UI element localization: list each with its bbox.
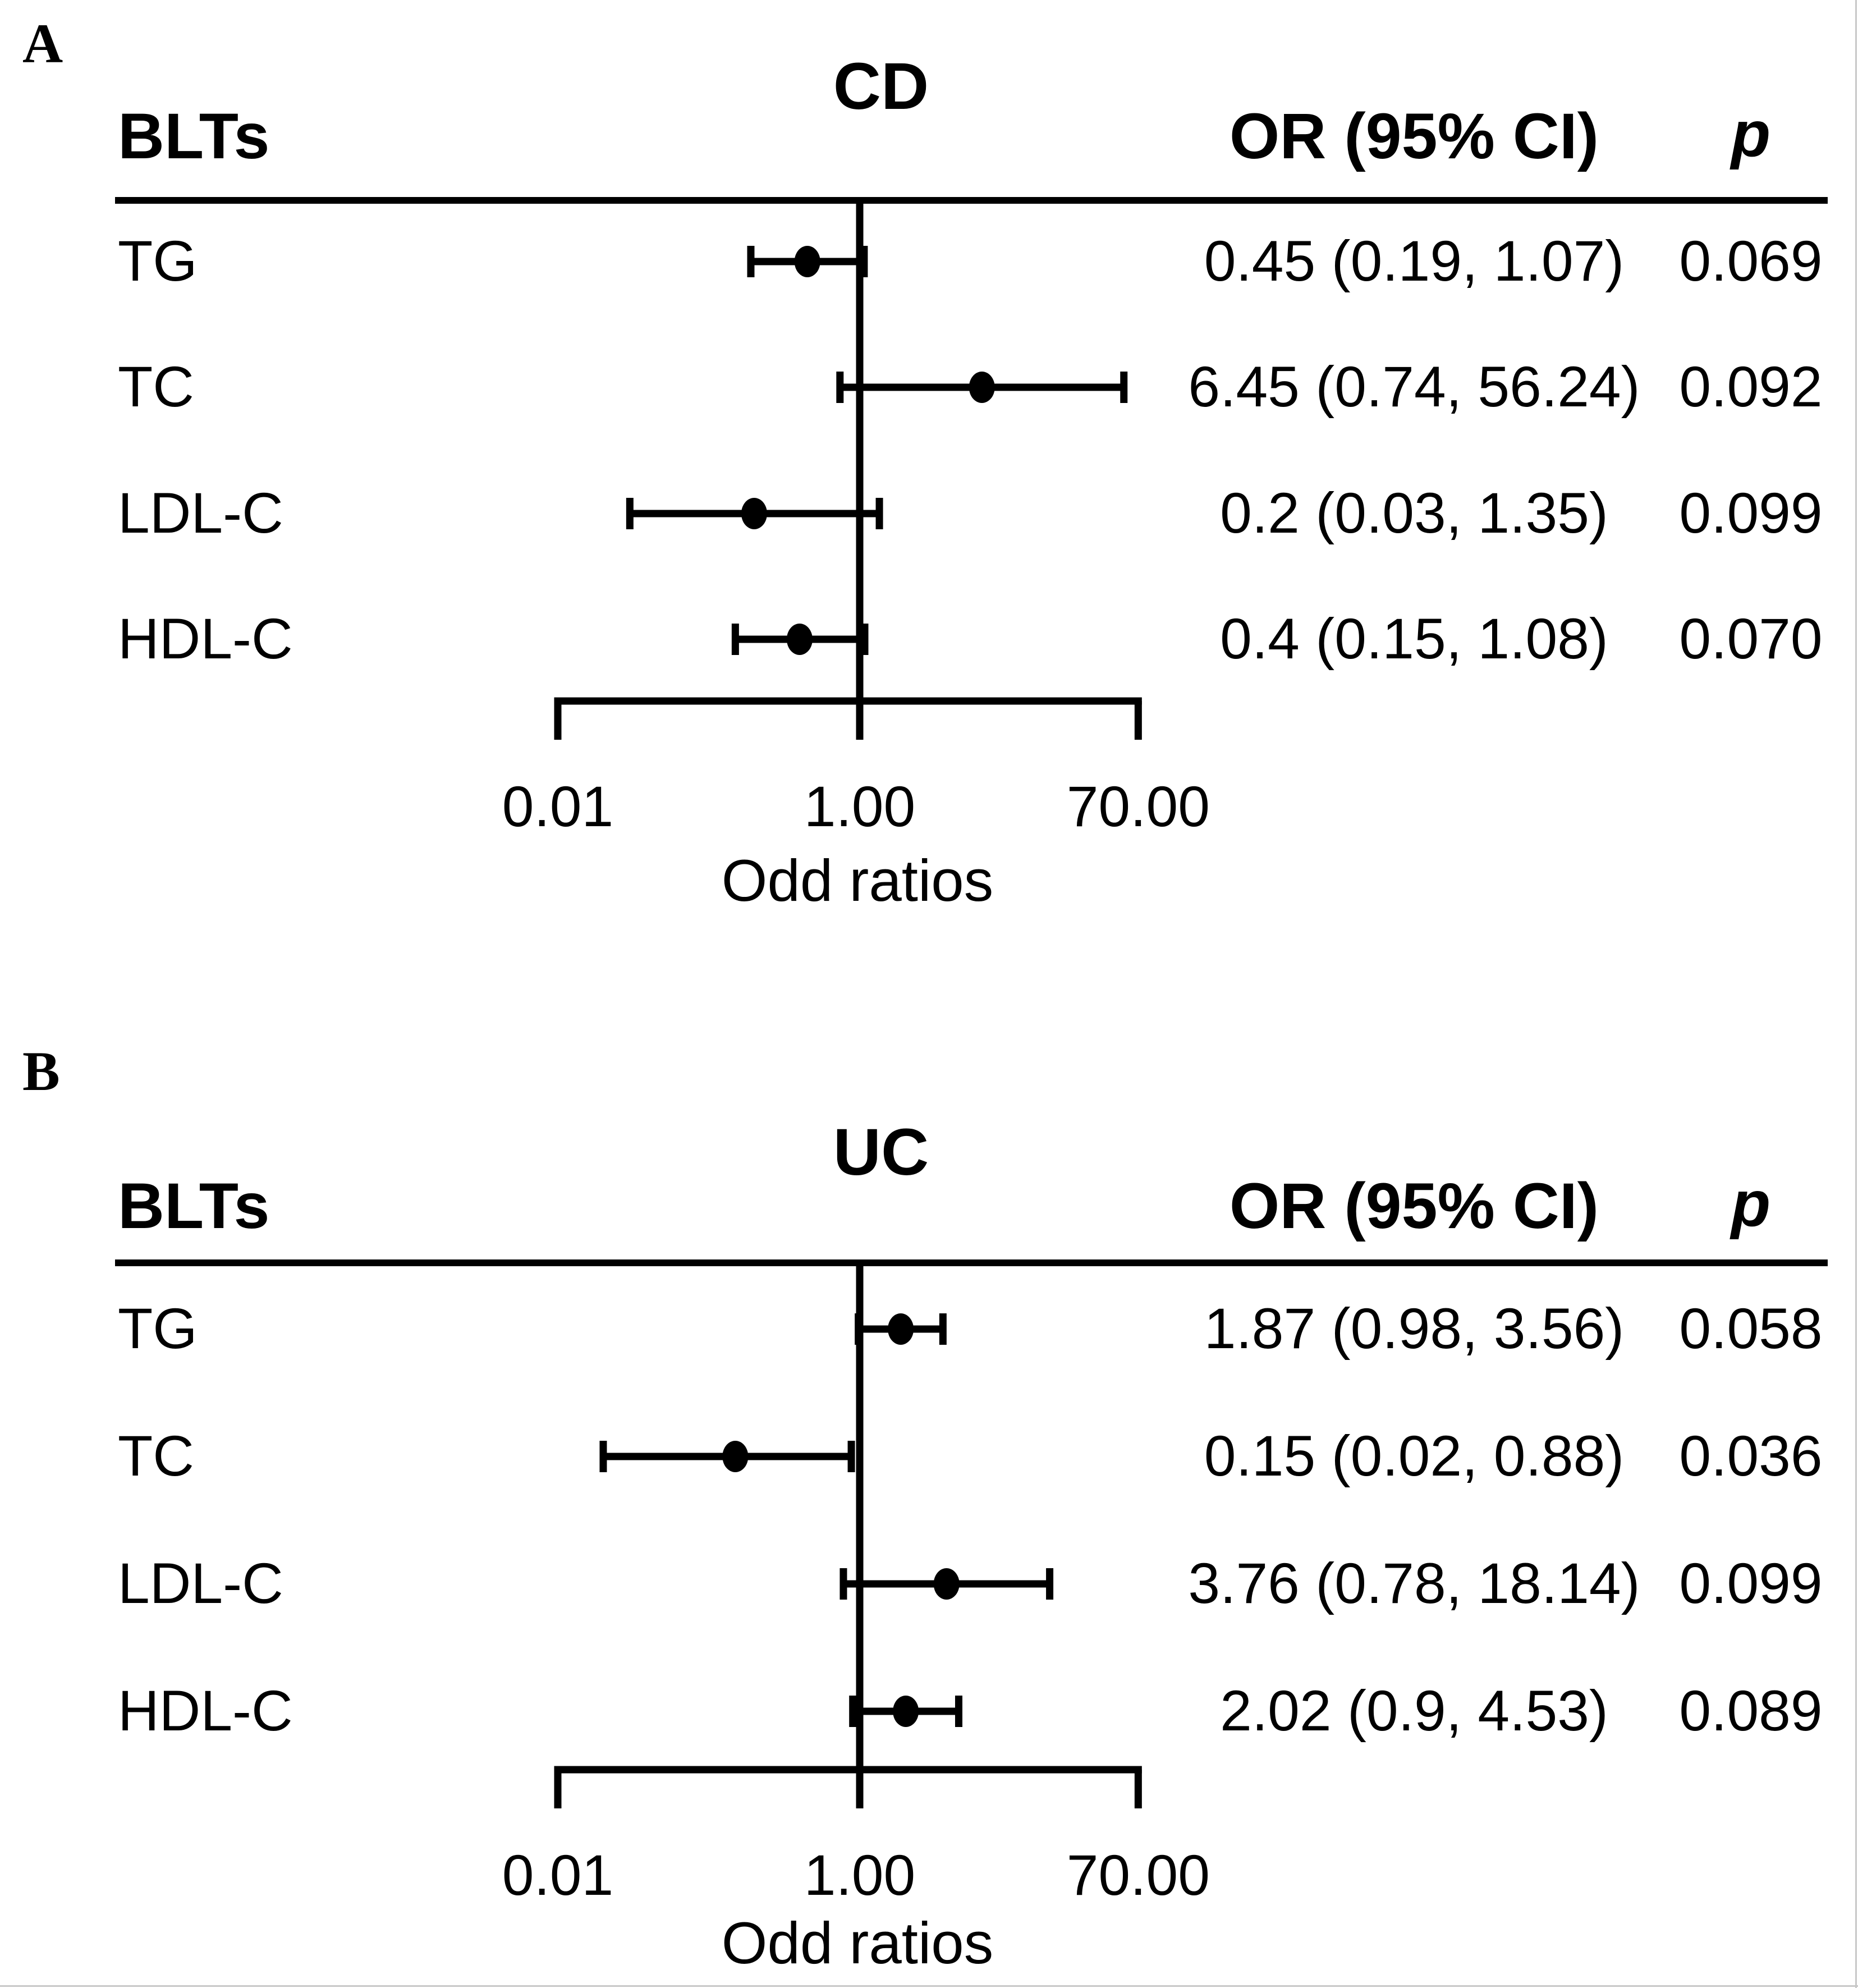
- ci-cap: [860, 246, 868, 277]
- panel-a-letter: A: [22, 12, 63, 75]
- panel-a-p-value: 0.070: [1679, 607, 1823, 671]
- panel-a-p-value: 0.069: [1679, 229, 1823, 293]
- ci-line: [839, 383, 1124, 391]
- ci-line: [750, 258, 864, 265]
- right-edge-border: [1855, 0, 1857, 1988]
- ci-cap: [955, 1696, 962, 1727]
- point-estimate: [933, 1568, 960, 1600]
- point-estimate: [888, 1313, 914, 1345]
- point-estimate: [741, 498, 767, 529]
- panel-b-header-exposure: BLTs: [118, 1170, 270, 1242]
- panel-a-p-value: 0.092: [1679, 355, 1823, 419]
- ci-cap: [849, 1696, 857, 1727]
- panel-a-x-tick-label: 70.00: [1066, 775, 1210, 839]
- x-axis-tick: [1134, 1770, 1142, 1808]
- panel-b-x-tick-label: 70.00: [1066, 1843, 1210, 1907]
- panel-b-or-ci-value: 1.87 (0.98, 3.56): [1204, 1297, 1625, 1361]
- x-axis-tick: [554, 701, 562, 740]
- panel-b-x-tick-label: 1.00: [804, 1843, 916, 1907]
- panel-a-x-tick-label: 1.00: [804, 775, 916, 839]
- x-axis-tick: [554, 1770, 562, 1808]
- panel-b-or-ci-value: 0.15 (0.02, 0.88): [1204, 1424, 1625, 1488]
- panel-b-header-or-ci: OR (95% CI): [1229, 1170, 1599, 1242]
- panel-a-or-ci-value: 0.4 (0.15, 1.08): [1220, 607, 1608, 671]
- panel-a-row-label-tg: TG: [118, 229, 198, 293]
- point-estimate: [969, 372, 995, 403]
- panel-b-title: UC: [833, 1115, 929, 1189]
- panel-b-or-ci-value: 3.76 (0.78, 18.14): [1188, 1551, 1640, 1615]
- ci-line: [630, 510, 880, 517]
- panel-a-x-tick-label: 0.01: [502, 775, 614, 839]
- ci-cap: [836, 372, 844, 403]
- panel-b-p-value: 0.036: [1679, 1424, 1823, 1488]
- panel-b-row-label-ldl-c: LDL-C: [118, 1551, 283, 1615]
- panel-a-row-label-ldl-c: LDL-C: [118, 481, 283, 545]
- panel-b-or-ci-value: 2.02 (0.9, 4.53): [1220, 1679, 1608, 1743]
- point-estimate: [794, 246, 820, 277]
- panel-a-row-label-hdl-c: HDL-C: [118, 607, 293, 671]
- panel-b-row-label-hdl-c: HDL-C: [118, 1679, 293, 1743]
- forest-panel-b-geometry: [554, 1263, 1142, 1808]
- ci-cap: [731, 624, 739, 655]
- panel-b-header-p: p: [1731, 1168, 1771, 1240]
- reference-line: [856, 1263, 864, 1808]
- panel-b-letter: B: [22, 1040, 60, 1102]
- panel-a-p-value: 0.099: [1679, 481, 1823, 545]
- ci-cap: [855, 1313, 863, 1345]
- point-estimate: [786, 624, 813, 655]
- panel-a-header-exposure: BLTs: [118, 100, 270, 172]
- ci-line: [603, 1453, 852, 1460]
- panel-b-p-value: 0.089: [1679, 1679, 1823, 1743]
- ci-cap: [626, 498, 634, 529]
- bottom-edge-border: [0, 1985, 1858, 1987]
- panel-a-or-ci-value: 0.2 (0.03, 1.35): [1220, 481, 1608, 545]
- ci-cap: [747, 246, 755, 277]
- ci-line: [858, 1325, 943, 1333]
- panel-b-header-rule: [115, 1259, 1828, 1266]
- ci-cap: [839, 1568, 847, 1600]
- panel-a-or-ci-value: 0.45 (0.19, 1.07): [1204, 229, 1625, 293]
- ci-cap: [939, 1313, 947, 1345]
- panel-b-x-tick-label: 0.01: [502, 1843, 614, 1907]
- x-axis-tick: [856, 701, 864, 740]
- panel-a-header-p: p: [1731, 98, 1771, 170]
- forest-panel-a-geometry: [554, 200, 1142, 740]
- panel-a-or-ci-value: 6.45 (0.74, 56.24): [1188, 355, 1640, 419]
- panel-a-header-or-ci: OR (95% CI): [1229, 100, 1599, 172]
- panel-b-p-value: 0.058: [1679, 1297, 1823, 1361]
- panel-b-x-axis-label: Odd ratios: [721, 1911, 994, 1976]
- ci-cap: [599, 1441, 607, 1472]
- x-axis-tick: [856, 1770, 864, 1808]
- ci-cap: [861, 624, 869, 655]
- x-axis-line: [554, 697, 1142, 705]
- panel-b-p-value: 0.099: [1679, 1551, 1823, 1615]
- ci-line: [852, 1707, 959, 1715]
- panel-a-header-rule: [115, 197, 1828, 204]
- reference-line: [856, 200, 864, 740]
- ci-cap: [1046, 1568, 1054, 1600]
- panel-a-title: CD: [833, 49, 929, 123]
- ci-line: [843, 1580, 1050, 1588]
- ci-cap: [875, 498, 883, 529]
- ci-cap: [847, 1441, 855, 1472]
- ci-cap: [1120, 372, 1128, 403]
- panel-a-x-axis-label: Odd ratios: [721, 848, 994, 914]
- point-estimate: [722, 1441, 749, 1472]
- ci-line: [735, 635, 865, 643]
- panel-b-row-label-tg: TG: [118, 1297, 198, 1361]
- x-axis-line: [554, 1766, 1142, 1774]
- panel-b-row-label-tc: TC: [118, 1424, 194, 1488]
- point-estimate: [893, 1696, 919, 1727]
- x-axis-tick: [1134, 701, 1142, 740]
- panel-a-row-label-tc: TC: [118, 355, 194, 419]
